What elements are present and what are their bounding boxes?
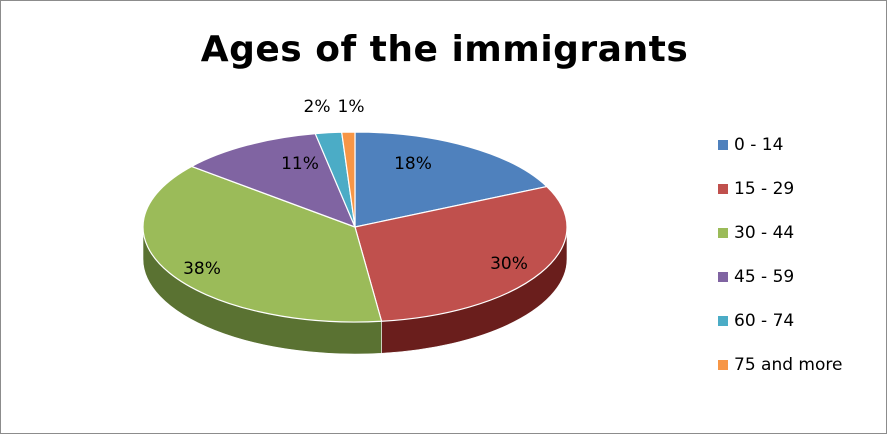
pie-slice-15-29 — [354, 185, 568, 322]
legend-label: 60 - 74 — [734, 311, 795, 331]
chart-title: Ages of the immigrants — [200, 29, 689, 70]
legend-swatch — [718, 360, 728, 370]
legend-swatch — [718, 184, 728, 194]
legend-swatch — [718, 228, 728, 238]
data-label: 38% — [183, 259, 221, 279]
data-label: 2% — [304, 97, 331, 117]
data-label: 30% — [490, 254, 528, 274]
legend-label: 75 and more — [734, 355, 843, 375]
data-label: 18% — [394, 154, 432, 174]
pie-slice-45-59 — [191, 133, 356, 228]
legend-label: 30 - 44 — [734, 223, 795, 243]
legend-swatch — [718, 140, 728, 150]
legend-label: 15 - 29 — [734, 179, 795, 199]
pie-slice-30-44 — [142, 165, 383, 323]
legend-swatch — [718, 272, 728, 282]
pie-slices — [142, 131, 568, 323]
pie-slice-75-and-more — [341, 131, 356, 228]
data-label: 11% — [281, 154, 319, 174]
legend-label: 0 - 14 — [734, 135, 784, 155]
legend-label: 45 - 59 — [734, 267, 795, 287]
legend-swatch — [718, 316, 728, 326]
pie-slice-0-14 — [354, 131, 548, 228]
data-labels: 18% 30% 38% 11% 2% 1% — [183, 97, 528, 279]
data-label: 1% — [338, 97, 365, 117]
